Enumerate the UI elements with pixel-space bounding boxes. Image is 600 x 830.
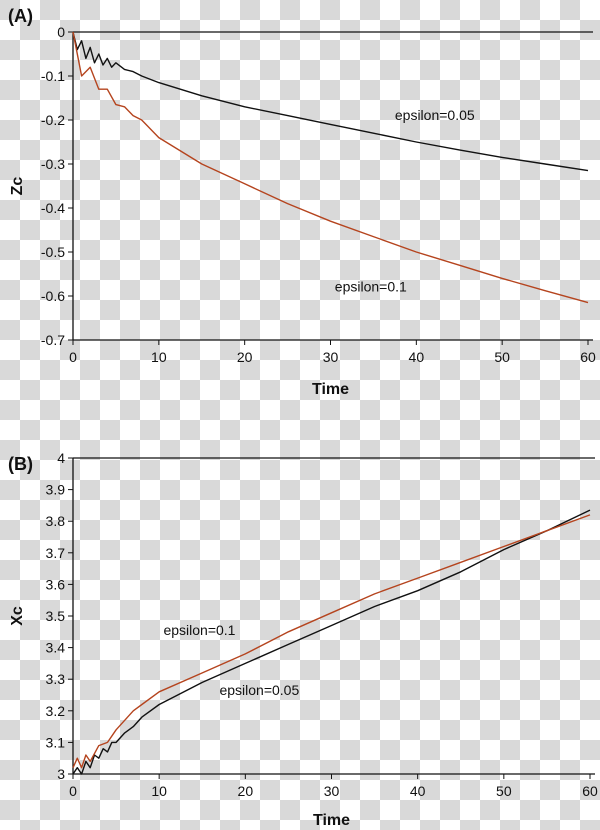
panel-label: (A) (8, 6, 33, 26)
panel-label: (B) (8, 454, 33, 474)
x-tick-label: 40 (410, 783, 426, 799)
x-tick-label: 50 (494, 349, 510, 365)
series-annotation: epsilon=0.05 (219, 682, 299, 698)
chart-b: (B)33.13.23.33.43.53.63.73.83.940 10 20 30 4… (8, 450, 598, 829)
series-line-0 (72, 31, 589, 172)
x-tick-label: 30 (323, 349, 339, 365)
series-annotation: epsilon=0.05 (395, 107, 475, 123)
x-tick-label: 0 (69, 349, 77, 365)
y-tick-label: 3.5 (46, 608, 66, 624)
y-tick-label: 3.2 (46, 703, 66, 719)
x-tick-label: 10 (151, 783, 167, 799)
x-tick-label: 30 (324, 783, 340, 799)
y-tick-label: -0.3 (41, 156, 65, 172)
x-axis-label: Time (313, 812, 350, 829)
y-tick-label: -0.1 (41, 68, 65, 84)
x-tick-label: 0 (69, 783, 77, 799)
x-axis-label: Time (312, 381, 349, 398)
chart-a: (A)0-0.1-0.2-0.3-0.4-0.5-0.6-0.70 10 20 30 4… (8, 6, 596, 398)
y-tick-label: -0.5 (41, 244, 65, 260)
y-tick-label: 0 (57, 24, 65, 40)
y-tick-label: 3.4 (46, 640, 66, 656)
x-tick-label: 20 (237, 349, 253, 365)
y-tick-label: 3 (57, 766, 65, 782)
y-tick-label: 3.1 (46, 734, 66, 750)
x-tick-label: 10 (151, 349, 167, 365)
y-tick-label: 4 (57, 450, 65, 466)
y-tick-label: -0.2 (41, 112, 65, 128)
series-line-1 (72, 31, 589, 304)
series-annotation: epsilon=0.1 (335, 279, 407, 295)
y-axis-label: Xc (9, 606, 26, 626)
x-tick-label: 50 (496, 783, 512, 799)
x-tick-label: 20 (238, 783, 254, 799)
x-tick-label: 60 (582, 783, 598, 799)
series-line-1 (72, 514, 591, 769)
y-tick-label: -0.4 (41, 200, 65, 216)
series-line-0 (72, 509, 591, 775)
y-tick-label: 3.9 (46, 482, 66, 498)
y-tick-label: -0.7 (41, 332, 65, 348)
x-tick-label: 40 (409, 349, 425, 365)
y-tick-label: -0.6 (41, 288, 65, 304)
y-tick-label: 3.3 (46, 671, 66, 687)
y-tick-label: 3.6 (46, 576, 66, 592)
y-tick-label: 3.8 (46, 513, 66, 529)
x-tick-label: 60 (580, 349, 596, 365)
y-tick-label: 3.7 (46, 545, 66, 561)
y-axis-label: Zc (9, 177, 26, 196)
series-annotation: epsilon=0.1 (163, 622, 235, 638)
